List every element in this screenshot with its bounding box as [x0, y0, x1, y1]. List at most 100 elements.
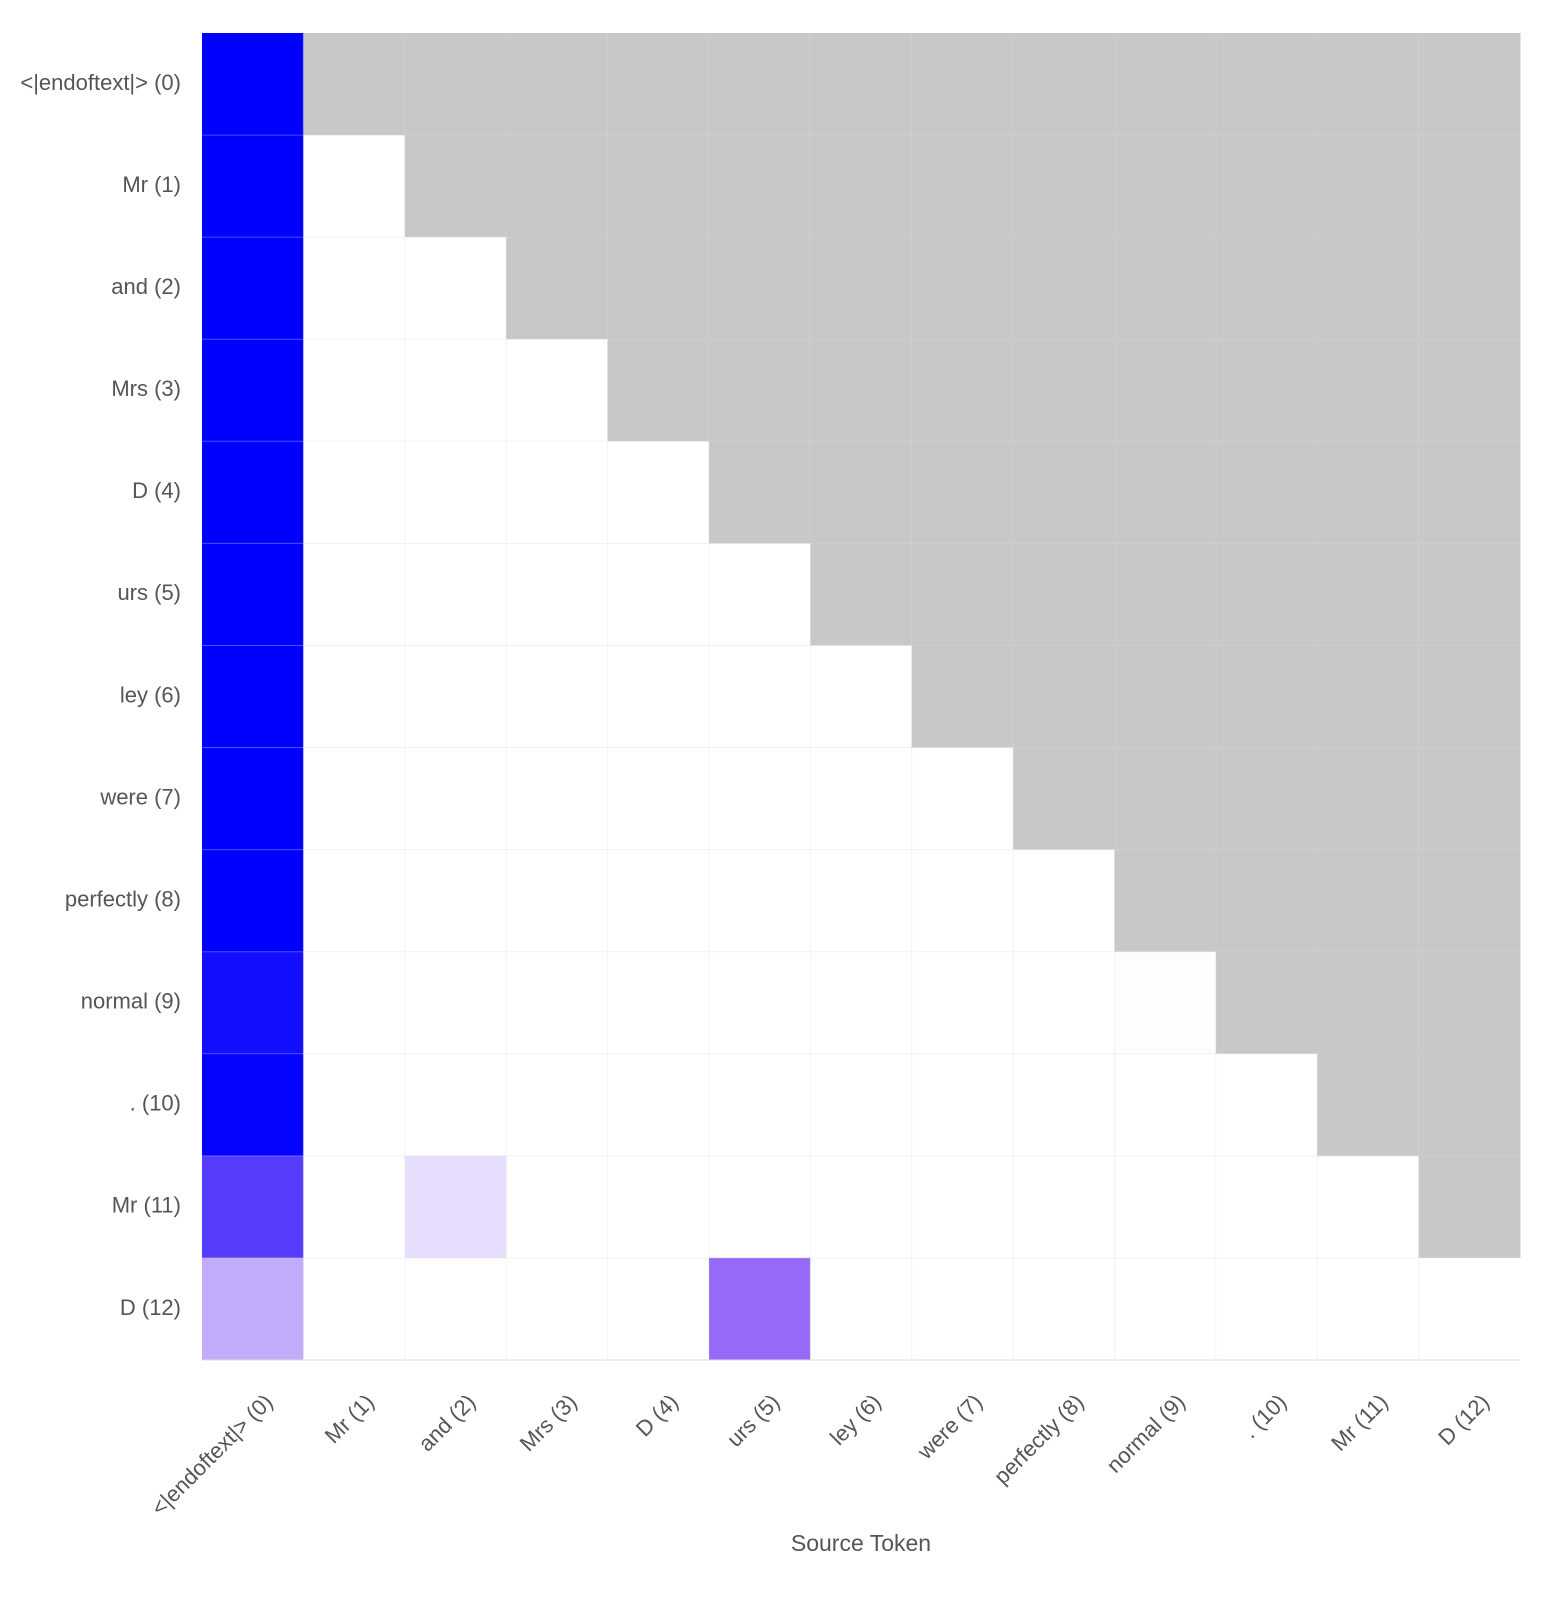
heatmap-cell	[708, 1257, 811, 1361]
heatmap-cell	[1013, 849, 1115, 953]
heatmap-cell	[303, 747, 406, 851]
masked-cell	[1317, 441, 1420, 544]
heatmap-cell	[810, 1053, 913, 1157]
heatmap-cell	[1114, 1155, 1217, 1259]
masked-cell	[810, 33, 913, 136]
heatmap-cell	[404, 951, 507, 1055]
masked-cell	[1215, 849, 1318, 953]
y-tick-label: and (2)	[111, 274, 181, 299]
heatmap-cell	[1013, 1053, 1115, 1157]
heatmap-cell	[1114, 1257, 1217, 1361]
y-axis-tick-labels: <|endoftext|> (0) Mr (1) and (2) Mrs (3) D (…	[20, 70, 181, 1320]
heatmap-cell	[404, 543, 507, 646]
masked-cell	[911, 339, 1014, 442]
masked-cell	[1317, 339, 1420, 442]
heatmap-cell	[708, 747, 811, 851]
heatmap-cell	[506, 951, 609, 1055]
masked-cell	[607, 339, 710, 442]
masked-cell	[1215, 951, 1318, 1055]
heatmap-cell	[506, 1257, 609, 1361]
masked-cell	[1418, 441, 1521, 544]
heatmap-cell	[1418, 1257, 1521, 1361]
masked-cell	[1114, 135, 1217, 238]
masked-cell	[506, 33, 609, 136]
heatmap-cell	[607, 747, 710, 851]
heatmap-cell	[303, 339, 406, 442]
heatmap-cell	[911, 951, 1014, 1055]
heatmap-cell	[202, 441, 304, 544]
heatmap-cell	[303, 951, 406, 1055]
x-tick-label: D (4)	[631, 1389, 683, 1441]
masked-cell	[1114, 747, 1217, 851]
masked-cell	[1215, 237, 1318, 340]
heatmap-cell	[1215, 1257, 1318, 1361]
heatmap-cell	[303, 645, 406, 749]
y-tick-label: perfectly (8)	[65, 886, 181, 911]
heatmap-gridlines	[202, 33, 1520, 1360]
x-tick-label: <|endoftext|> (0)	[146, 1389, 277, 1520]
heatmap-cell	[404, 441, 507, 544]
masked-cell	[1215, 339, 1318, 442]
heatmap-cell	[303, 1257, 406, 1361]
masked-cell	[1013, 135, 1115, 238]
x-tick-label: Mrs (3)	[515, 1389, 582, 1456]
y-tick-label: D (4)	[132, 478, 181, 503]
masked-cell	[708, 339, 811, 442]
masked-cell	[1114, 237, 1217, 340]
heatmap-cell	[607, 441, 710, 544]
heatmap-cell	[506, 441, 609, 544]
masked-cell	[1215, 33, 1318, 136]
heatmap-cell	[810, 645, 913, 749]
heatmap-cell	[404, 339, 507, 442]
masked-cell	[607, 237, 710, 340]
heatmap-cell	[607, 1155, 710, 1259]
heatmap-cell	[708, 1053, 811, 1157]
x-tick-label: D (12)	[1433, 1389, 1494, 1450]
heatmap-cell	[810, 1155, 913, 1259]
heatmap-cell	[404, 1257, 507, 1361]
heatmap-cell	[404, 1053, 507, 1157]
heatmap-cell	[708, 849, 811, 953]
heatmap-cell	[607, 951, 710, 1055]
heatmap-cell	[202, 33, 304, 136]
y-tick-label: . (10)	[130, 1091, 181, 1116]
x-tick-label: were (7)	[912, 1389, 987, 1464]
masked-cell	[303, 33, 406, 136]
masked-cell	[1317, 543, 1420, 646]
heatmap-cell	[202, 1257, 304, 1361]
masked-cell	[1317, 951, 1420, 1055]
x-tick-label: perfectly (8)	[989, 1389, 1089, 1489]
masked-cell	[1114, 543, 1217, 646]
x-tick-label: Mr (11)	[1326, 1389, 1393, 1456]
heatmap-cell	[303, 1155, 406, 1259]
heatmap-cell	[810, 747, 913, 851]
masked-cell	[1114, 33, 1217, 136]
heatmap-cell	[911, 1257, 1014, 1361]
heatmap-cell	[506, 1053, 609, 1157]
masked-cell	[1317, 1053, 1420, 1157]
masked-cell	[1418, 747, 1521, 851]
heatmap-cell	[1215, 1053, 1318, 1157]
x-tick-label: . (10)	[1237, 1389, 1291, 1443]
heatmap-cell	[1013, 951, 1115, 1055]
heatmap-cell	[404, 645, 507, 749]
masked-cell	[810, 339, 913, 442]
heatmap-cell	[607, 1257, 710, 1361]
masked-cell	[1215, 441, 1318, 544]
heatmap-cell	[202, 1155, 304, 1259]
heatmap-cell	[404, 747, 507, 851]
heatmap-cell	[911, 747, 1014, 851]
masked-cell	[708, 135, 811, 238]
heatmap-cell	[303, 1053, 406, 1157]
masked-cell	[1418, 339, 1521, 442]
masked-cell	[1114, 849, 1217, 953]
y-tick-label: Mr (11)	[112, 1193, 181, 1218]
masked-cell	[1317, 849, 1420, 953]
masked-cell	[708, 441, 811, 544]
heatmap-cell	[810, 1257, 913, 1361]
masked-cell	[1418, 1155, 1521, 1259]
heatmap-cell	[202, 543, 304, 646]
heatmap-cell	[506, 747, 609, 851]
heatmap-cell	[202, 1053, 304, 1157]
masked-cell	[1418, 1053, 1521, 1157]
